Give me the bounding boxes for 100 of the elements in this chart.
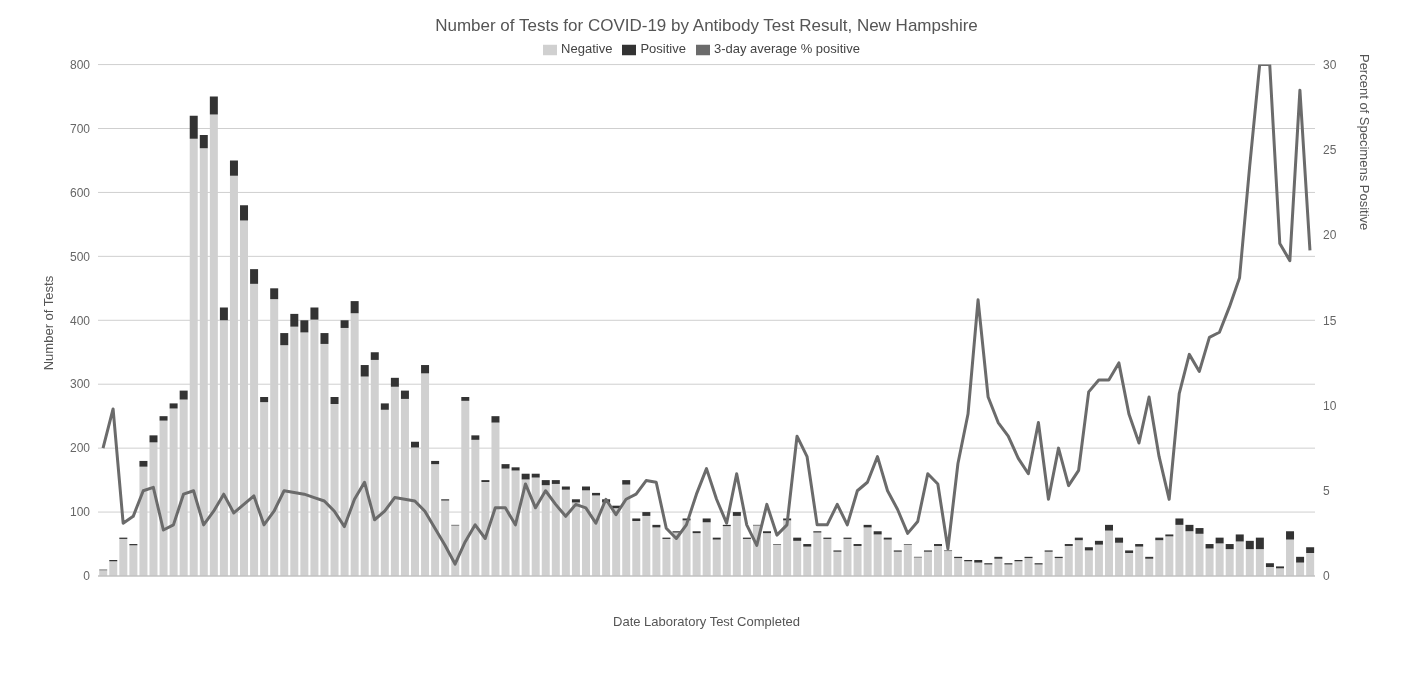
bar — [491, 416, 500, 423]
bar — [994, 558, 1003, 576]
bar — [219, 307, 228, 321]
bar — [501, 464, 510, 469]
bar — [270, 288, 279, 300]
y2-tick-label: 30 — [1323, 57, 1337, 72]
bar — [280, 333, 289, 346]
bar — [461, 397, 470, 401]
bar — [1205, 544, 1214, 549]
bar — [1195, 528, 1204, 534]
bar — [1024, 558, 1033, 576]
bar — [149, 435, 158, 443]
bar — [541, 480, 550, 486]
bar — [1115, 542, 1124, 576]
bar — [1115, 537, 1124, 543]
bar — [1094, 544, 1103, 576]
bar — [1104, 524, 1113, 531]
bar — [682, 520, 691, 576]
bar — [974, 562, 983, 576]
bar — [1135, 544, 1144, 547]
bar — [1084, 547, 1093, 551]
bar — [250, 269, 259, 284]
bar — [622, 480, 631, 485]
bar — [813, 532, 822, 576]
bar — [1225, 549, 1234, 576]
bar — [421, 365, 430, 374]
bar — [742, 538, 751, 576]
bar — [1104, 530, 1113, 576]
y2-tick-label: 5 — [1323, 484, 1330, 499]
bar — [632, 521, 641, 576]
bar — [551, 480, 560, 484]
bar — [189, 115, 198, 139]
bar — [330, 397, 339, 405]
bar — [954, 558, 963, 576]
bar — [511, 467, 520, 471]
bar — [1014, 561, 1023, 576]
bar — [1054, 558, 1063, 576]
bar — [1195, 533, 1204, 576]
bar — [1074, 540, 1083, 576]
bar — [1155, 540, 1164, 576]
bar — [340, 320, 349, 328]
bar — [722, 526, 731, 576]
bar — [732, 512, 741, 516]
bar — [290, 313, 299, 327]
bar — [1135, 546, 1144, 576]
bar — [240, 205, 249, 221]
bar — [903, 544, 912, 576]
line-series — [101, 64, 1312, 566]
bar — [571, 499, 580, 503]
y2-tick-label: 25 — [1323, 143, 1337, 158]
bar — [471, 435, 480, 440]
bar — [260, 397, 269, 403]
bar — [773, 544, 782, 576]
bar — [1296, 556, 1305, 563]
bar — [1215, 543, 1224, 576]
bar — [1034, 564, 1043, 576]
bar — [109, 561, 118, 576]
bar — [129, 545, 138, 576]
bar — [1205, 548, 1214, 576]
bar — [1306, 552, 1315, 576]
bar — [1125, 550, 1134, 553]
y2-tick-label: 0 — [1323, 569, 1330, 584]
bar — [390, 377, 399, 387]
bar — [1225, 544, 1234, 550]
y-tick-label: 100 — [69, 505, 91, 520]
bar — [642, 515, 651, 576]
bar — [350, 301, 359, 314]
bar — [803, 544, 812, 547]
bar — [159, 416, 168, 421]
bar — [1175, 524, 1184, 576]
legend-label: Negative — [561, 41, 613, 56]
y-tick-label: 0 — [83, 569, 91, 584]
bar — [380, 403, 389, 410]
bar — [561, 486, 570, 490]
bar — [1044, 551, 1053, 576]
bar — [833, 551, 842, 576]
bar — [823, 538, 832, 576]
y2-tick-label: 15 — [1323, 313, 1337, 328]
bar — [863, 527, 872, 576]
y2-axis-title: Percent of Specimens Positive — [1357, 53, 1373, 231]
bar — [1286, 539, 1295, 576]
bar — [531, 473, 540, 478]
bar — [199, 134, 208, 149]
bar — [1185, 531, 1194, 576]
bar — [1145, 558, 1154, 576]
bar — [1255, 537, 1264, 550]
bar — [1094, 540, 1103, 545]
bar — [1255, 549, 1264, 576]
bar — [763, 533, 772, 576]
bar — [360, 365, 369, 377]
bar — [642, 512, 651, 516]
bar — [913, 557, 922, 576]
bar — [1004, 564, 1013, 576]
legend-label: Positive — [640, 41, 686, 56]
bar — [732, 515, 741, 576]
bar — [1235, 541, 1244, 576]
bar — [431, 460, 440, 465]
bar — [783, 520, 792, 576]
bar — [803, 546, 812, 576]
bar — [1165, 536, 1174, 576]
